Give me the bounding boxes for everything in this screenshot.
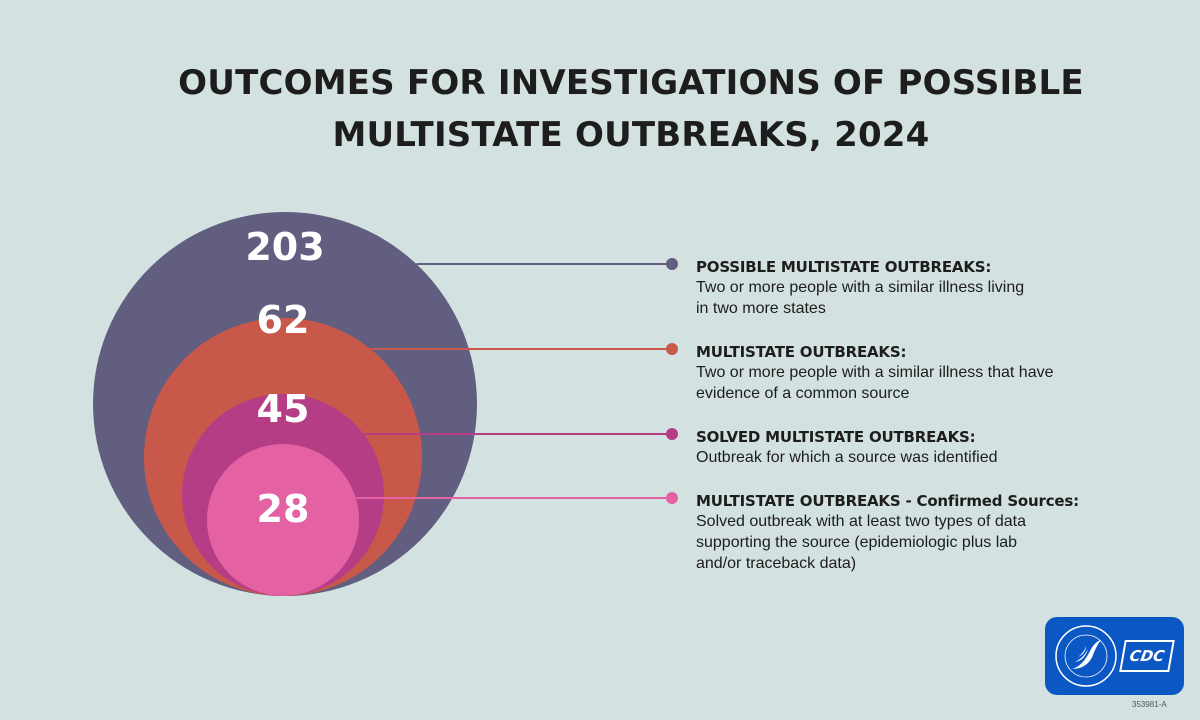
- legend-dot-multistate: [666, 343, 678, 355]
- legend-heading: MULTISTATE OUTBREAKS - Confirmed Sources…: [696, 492, 1079, 510]
- value-label-solved: 45: [257, 387, 310, 431]
- legend-desc-line: Two or more people with a similar illnes…: [696, 279, 1025, 296]
- value-label-possible: 203: [245, 225, 324, 269]
- legend-item-multistate: MULTISTATE OUTBREAKS: Two or more people…: [696, 342, 1126, 404]
- legend-desc-line: in two more states: [696, 300, 826, 317]
- legend-desc-line: Solved outbreak with at least two types …: [696, 513, 1026, 530]
- legend-heading: POSSIBLE MULTISTATE OUTBREAKS:: [696, 258, 992, 276]
- value-label-confirmed: 28: [257, 487, 310, 531]
- circle-confirmed: [207, 444, 359, 596]
- legend-desc-line: evidence of a common source: [696, 385, 910, 402]
- legend-dot-solved: [666, 428, 678, 440]
- page-title: OUTCOMES FOR INVESTIGATIONS OF POSSIBLE …: [0, 57, 1200, 161]
- legend-desc-line: Two or more people with a similar illnes…: [696, 364, 1054, 381]
- legend-desc-line: supporting the source (epidemiologic plu…: [696, 534, 1018, 551]
- legend-item-possible: POSSIBLE MULTISTATE OUTBREAKS: Two or mo…: [696, 257, 1126, 319]
- hhs-eagle-seal-icon: [1055, 625, 1117, 687]
- legend-item-solved: SOLVED MULTISTATE OUTBREAKS: Outbreak fo…: [696, 427, 1126, 468]
- legend-item-confirmed: MULTISTATE OUTBREAKS - Confirmed Sources…: [696, 491, 1126, 574]
- legend-heading: SOLVED MULTISTATE OUTBREAKS:: [696, 428, 976, 446]
- legend-desc-line: and/or traceback data): [696, 555, 857, 572]
- value-label-multistate: 62: [257, 298, 310, 342]
- legend-heading: MULTISTATE OUTBREAKS:: [696, 343, 907, 361]
- reference-code: 353981-A: [1132, 700, 1167, 709]
- legend-dot-possible: [666, 258, 678, 270]
- legend-dot-confirmed: [666, 492, 678, 504]
- title-line-2: MULTISTATE OUTBREAKS, 2024: [332, 115, 930, 155]
- legend-desc-line: Outbreak for which a source was identifi…: [696, 449, 998, 466]
- cdc-wordmark: CDC: [1119, 640, 1175, 672]
- title-line-1: OUTCOMES FOR INVESTIGATIONS OF POSSIBLE: [178, 63, 1084, 103]
